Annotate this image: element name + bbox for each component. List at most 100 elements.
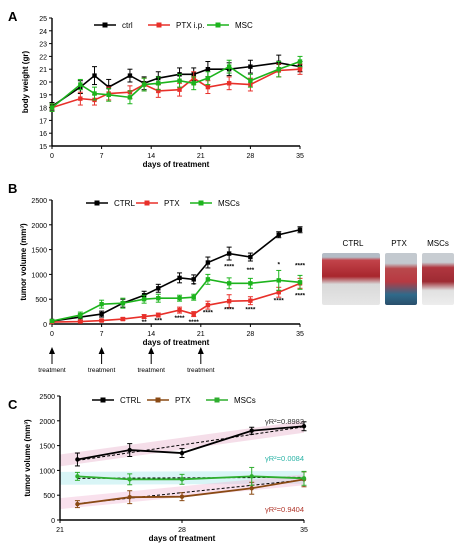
data-point (127, 95, 133, 100)
data-point (156, 88, 161, 94)
treatment-label: treatment (88, 367, 116, 374)
x-tick-label: 28 (178, 527, 186, 534)
data-point (226, 81, 232, 86)
y-tick-label: 17 (39, 118, 47, 125)
data-point (141, 82, 147, 87)
panel-label-b: B (8, 181, 17, 196)
x-tick-label: 21 (197, 331, 205, 338)
significance-marker: **** (224, 307, 235, 314)
data-point (297, 280, 303, 285)
legend-label-mscs: MSCs (218, 199, 240, 208)
y-tick-label: 20 (39, 80, 47, 87)
significance-marker: *** (247, 267, 255, 274)
y-tick-label: 21 (39, 67, 47, 74)
data-point (301, 424, 307, 429)
treatment-arrow-head (98, 347, 105, 354)
data-point (276, 278, 281, 283)
panel-label-c: C (8, 397, 18, 412)
data-point (248, 298, 253, 303)
legend-label-ptx: PTX (164, 199, 180, 208)
y-tick-label: 1000 (31, 272, 47, 279)
data-point (120, 316, 126, 322)
y-tick-label: 24 (39, 29, 47, 36)
data-point (92, 73, 97, 78)
legend-label-ptx: PTX (175, 396, 191, 405)
data-point (276, 290, 281, 295)
data-point (179, 494, 185, 499)
data-point (205, 260, 211, 265)
y-tick-label: 2000 (31, 223, 47, 230)
photo-label-ptx: PTX (391, 239, 407, 248)
series-line-ptx-i-p (51, 68, 301, 109)
data-point (99, 311, 104, 317)
legend-marker-mscs (214, 397, 220, 403)
legend-marker-ptx-i-p (156, 22, 162, 28)
regression-line-ctrl (77, 426, 305, 461)
data-point (49, 105, 55, 110)
photo-label-mscs: MSCs (427, 239, 449, 248)
significance-marker: **** (203, 310, 214, 317)
legend-marker-mscs (198, 200, 204, 206)
data-point (75, 501, 80, 507)
y-tick-label: 15 (39, 144, 47, 151)
data-point (99, 318, 104, 323)
legend-marker-ptx (144, 200, 150, 206)
y-tick-label: 16 (39, 131, 47, 138)
legend-label-ctrl: ctrl (122, 21, 133, 30)
y-tick-label: 1000 (39, 468, 55, 475)
data-point (78, 96, 83, 101)
y-tick-label: 0 (51, 518, 55, 525)
data-point (141, 297, 147, 302)
data-point (249, 428, 254, 433)
legend-label-ctrl: CTRL (114, 199, 135, 208)
legend-label-mscs: MSCs (234, 396, 256, 405)
x-tick-label: 35 (300, 527, 308, 534)
x-tick-label: 28 (247, 153, 255, 160)
x-tick-label: 0 (50, 331, 54, 338)
data-point (301, 476, 307, 481)
data-point (205, 67, 211, 72)
data-point (179, 450, 185, 456)
significance-marker: **** (189, 319, 200, 326)
x-axis-label: days of treatment (143, 338, 210, 347)
y-tick-label: 500 (35, 297, 47, 304)
r-squared-label-ctrl: γR²=0.8982 (265, 417, 304, 426)
confidence-band-ctrl (60, 420, 304, 467)
data-point (226, 298, 232, 304)
data-point (191, 81, 196, 86)
legend-marker-ctrl (102, 22, 108, 28)
y-tick-label: 25 (39, 16, 47, 23)
data-point (78, 312, 83, 318)
data-point (205, 277, 211, 282)
x-tick-label: 35 (296, 331, 304, 338)
x-tick-label: 35 (296, 153, 304, 160)
legend-marker-ctrl (100, 397, 106, 403)
significance-marker: * (192, 282, 195, 289)
y-axis-label: tumor volume (mm³) (23, 419, 32, 497)
legend-label-msc: MSC (235, 21, 253, 30)
data-point (226, 281, 232, 286)
data-point (92, 91, 97, 96)
photo-label-ctrl: CTRL (342, 239, 364, 248)
data-point (276, 67, 281, 72)
significance-marker: **** (174, 315, 185, 322)
data-point (156, 312, 161, 318)
treatment-label: treatment (187, 367, 215, 374)
y-tick-label: 2500 (39, 394, 55, 401)
data-point (248, 281, 253, 286)
y-axis-label: body weight (gr) (21, 51, 30, 114)
data-point (127, 477, 132, 482)
legend-label-ctrl: CTRL (120, 396, 141, 405)
confidence-band-ptx (60, 474, 304, 510)
data-point (75, 474, 80, 479)
photo-ptx-tumor (385, 253, 417, 305)
photo-mscs-tumor (422, 253, 454, 305)
data-point (191, 295, 196, 300)
treatment-arrow-head (49, 347, 55, 354)
significance-marker: ** (142, 319, 148, 326)
legend-marker-ctrl (94, 200, 100, 206)
r-squared-label-mscs: γR²=0.0084 (265, 454, 304, 463)
data-point (205, 84, 211, 90)
data-point (205, 302, 211, 308)
data-point (156, 81, 161, 86)
